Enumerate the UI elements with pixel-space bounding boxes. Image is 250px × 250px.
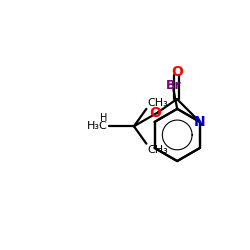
- Text: N: N: [194, 115, 206, 129]
- Text: O: O: [149, 106, 161, 120]
- Text: CH₃: CH₃: [148, 145, 168, 155]
- Text: Br: Br: [166, 79, 181, 92]
- Text: O: O: [171, 65, 183, 79]
- Text: CH₃: CH₃: [148, 98, 168, 108]
- Text: H: H: [100, 113, 107, 123]
- Text: H₃C: H₃C: [87, 121, 108, 131]
